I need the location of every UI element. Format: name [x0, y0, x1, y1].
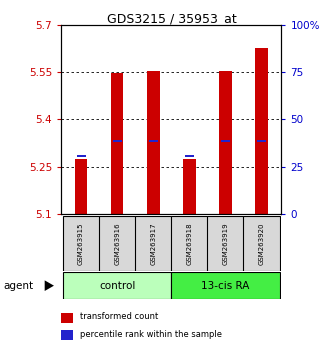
Text: 13-cis RA: 13-cis RA	[201, 280, 250, 291]
Bar	[219, 72, 232, 214]
Text: control: control	[99, 280, 135, 291]
Bar	[183, 159, 196, 214]
Text: GSM263920: GSM263920	[259, 222, 264, 265]
Text: GSM263918: GSM263918	[186, 222, 192, 265]
Bar	[149, 140, 158, 142]
Bar	[61, 313, 73, 323]
Polygon shape	[45, 280, 54, 291]
Bar	[135, 216, 172, 271]
Bar	[257, 140, 266, 142]
Text: percentile rank within the sample: percentile rank within the sample	[80, 330, 222, 338]
Text: transformed count: transformed count	[80, 312, 158, 321]
Bar	[113, 140, 121, 142]
Bar	[147, 72, 160, 214]
Bar	[171, 273, 280, 298]
Text: GSM263915: GSM263915	[78, 222, 84, 265]
Bar	[63, 273, 171, 298]
Text: GSM263916: GSM263916	[114, 222, 120, 265]
Bar	[61, 330, 73, 341]
Bar	[244, 216, 280, 271]
Bar	[208, 216, 244, 271]
Bar	[255, 48, 268, 214]
Text: GSM263917: GSM263917	[150, 222, 156, 265]
Text: GDS3215 / 35953_at: GDS3215 / 35953_at	[107, 12, 237, 25]
Bar	[171, 216, 208, 271]
Bar	[185, 155, 194, 157]
Bar	[77, 155, 85, 157]
Text: GSM263919: GSM263919	[222, 222, 228, 265]
Bar	[111, 73, 123, 214]
Bar	[63, 216, 100, 271]
Bar	[99, 216, 136, 271]
Bar	[221, 140, 230, 142]
Text: agent: agent	[3, 281, 33, 291]
Bar	[75, 159, 87, 214]
